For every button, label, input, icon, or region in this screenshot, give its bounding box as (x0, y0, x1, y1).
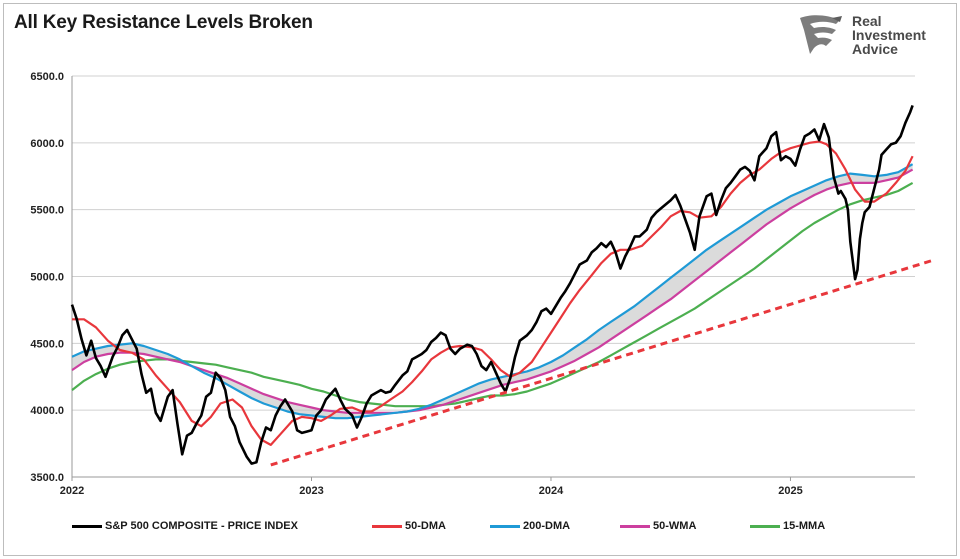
series-line-15-mma (71, 181, 914, 408)
series-line-sp500-price (70, 104, 914, 465)
x-tick-label: 2022 (60, 485, 84, 497)
legend-label: 15-MMA (783, 520, 826, 532)
chart-title: All Key Resistance Levels Broken (14, 12, 313, 33)
legend-swatch (750, 524, 780, 528)
y-tick-label: 5000.0 (30, 272, 64, 284)
legend-item: 15-MMA (750, 518, 870, 534)
x-tick-label: 2025 (778, 485, 802, 497)
logo-text-line: Real (852, 13, 882, 29)
legend-item: 50-WMA (620, 518, 750, 534)
x-tick-label: 2024 (539, 485, 564, 497)
brand-logo: Real Investment Advice (796, 12, 946, 58)
logo-text-line: Investment (852, 27, 926, 43)
chart-frame (3, 3, 957, 556)
legend-swatch (490, 524, 520, 528)
y-tick-label: 4500.0 (30, 338, 64, 350)
legend-item: 50-DMA (372, 518, 490, 534)
y-tick-label: 3500.0 (30, 472, 64, 484)
x-tick-label: 2023 (299, 485, 323, 497)
legend-swatch (372, 524, 402, 528)
legend-swatch (620, 524, 650, 528)
legend-label: S&P 500 COMPOSITE - PRICE INDEX (105, 520, 298, 532)
legend-label: 50-WMA (653, 520, 697, 532)
logo-text-line: Advice (852, 41, 898, 57)
y-tick-label: 6500.0 (30, 71, 64, 83)
legend-swatch (72, 524, 102, 528)
support-trendline (270, 259, 933, 467)
chart-legend: S&P 500 COMPOSITE - PRICE INDEX 50-DMA 200… (72, 518, 870, 534)
legend-label: 200-DMA (523, 520, 571, 532)
y-tick-label: 5500.0 (30, 205, 64, 217)
series-line-200-dma (71, 163, 914, 420)
series-line-50-dma (72, 140, 914, 446)
y-tick-label: 6000.0 (30, 138, 64, 150)
series-line-50-wma (71, 168, 914, 414)
eagle-icon (800, 15, 842, 54)
legend-item: S&P 500 COMPOSITE - PRICE INDEX (72, 518, 372, 534)
legend-item: 200-DMA (490, 518, 620, 534)
y-tick-label: 4000.0 (30, 405, 64, 417)
legend-label: 50-DMA (405, 520, 446, 532)
